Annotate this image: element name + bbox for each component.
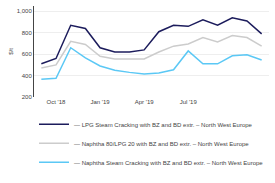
svg-text:800: 800 (22, 30, 33, 36)
svg-text:Oct '18: Oct '18 (47, 99, 66, 105)
svg-text:400: 400 (22, 73, 33, 79)
svg-text:1,000: 1,000 (17, 8, 33, 14)
svg-text:— Naphtha 80/LPG 20 with BZ an: — Naphtha 80/LPG 20 with BZ and BD extr.… (74, 141, 249, 147)
svg-text:— Naphtha Steam Cracking with: — Naphtha Steam Cracking with BZ and BD … (74, 160, 263, 166)
svg-text:Jul '19: Jul '19 (180, 99, 198, 105)
svg-text:Jan '19: Jan '19 (91, 99, 111, 105)
svg-text:200: 200 (22, 94, 33, 100)
svg-text:— LPG Steam Cracking with BZ a: — LPG Steam Cracking with BZ and BD extr… (74, 122, 253, 128)
svg-text:600: 600 (22, 51, 33, 57)
svg-text:Apr '19: Apr '19 (135, 99, 154, 105)
svg-text:$/t: $/t (8, 48, 14, 55)
